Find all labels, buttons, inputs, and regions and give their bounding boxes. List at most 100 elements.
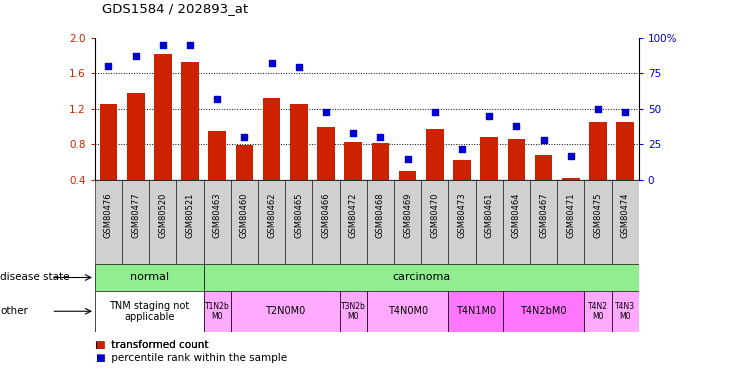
Bar [177, 180, 204, 264]
Bar [480, 137, 498, 180]
Bar [503, 180, 530, 264]
Text: GSM80460: GSM80460 [240, 193, 249, 238]
Text: T3N2b
M0: T3N2b M0 [341, 302, 366, 321]
Bar [476, 180, 503, 264]
Text: T4N3
M0: T4N3 M0 [615, 302, 635, 321]
Point [429, 109, 441, 115]
Point [510, 123, 522, 129]
Text: GSM80462: GSM80462 [267, 193, 276, 238]
Bar [367, 291, 448, 332]
Bar [507, 139, 525, 180]
Point [565, 153, 577, 159]
Point [374, 134, 386, 140]
Bar [150, 180, 177, 264]
Text: GSM80476: GSM80476 [104, 193, 113, 238]
Bar [100, 104, 118, 180]
Bar [122, 180, 149, 264]
Point [266, 60, 277, 66]
Text: T4N2bM0: T4N2bM0 [520, 306, 566, 316]
Bar [312, 180, 339, 264]
Text: percentile rank within the sample: percentile rank within the sample [108, 353, 287, 363]
Point [483, 113, 495, 119]
Text: GSM80467: GSM80467 [539, 193, 548, 238]
Bar [562, 178, 580, 180]
Text: ■: ■ [95, 340, 104, 350]
Text: GSM80475: GSM80475 [593, 193, 602, 238]
Point [184, 42, 196, 48]
Point [103, 63, 115, 69]
Text: GSM80464: GSM80464 [512, 193, 521, 238]
Bar [589, 122, 607, 180]
Text: normal: normal [130, 273, 169, 282]
Bar [612, 180, 639, 264]
Bar [399, 171, 416, 180]
Bar [231, 291, 339, 332]
Bar [453, 160, 471, 180]
Point [347, 130, 359, 136]
Bar [154, 54, 172, 180]
Text: GSM80521: GSM80521 [185, 193, 195, 238]
Text: GSM80463: GSM80463 [212, 193, 222, 238]
Bar [204, 291, 231, 332]
Bar [345, 142, 362, 180]
Bar [181, 62, 199, 180]
Bar [204, 180, 231, 264]
Text: TNM staging not
applicable: TNM staging not applicable [110, 301, 189, 322]
Text: GSM80477: GSM80477 [131, 193, 140, 238]
Bar [584, 180, 612, 264]
Text: T1N2b
M0: T1N2b M0 [205, 302, 230, 321]
Bar [421, 180, 448, 264]
Bar [231, 180, 258, 264]
Bar [394, 180, 421, 264]
Bar [448, 291, 503, 332]
Text: carcinoma: carcinoma [392, 273, 450, 282]
Bar [367, 180, 394, 264]
Text: GSM80520: GSM80520 [158, 193, 167, 238]
Text: T4N2
M0: T4N2 M0 [588, 302, 608, 321]
Bar [584, 291, 612, 332]
Bar [95, 291, 204, 332]
Bar [204, 264, 639, 291]
Text: other: other [0, 306, 28, 316]
Text: GSM80469: GSM80469 [403, 193, 412, 238]
Bar [290, 104, 307, 180]
Point [456, 146, 468, 152]
Bar [503, 291, 584, 332]
Bar [209, 131, 226, 180]
Text: GSM80465: GSM80465 [294, 193, 304, 238]
Bar [258, 180, 285, 264]
Point [212, 96, 223, 102]
Text: T4N0M0: T4N0M0 [388, 306, 428, 316]
Bar [426, 129, 444, 180]
Text: T2N0M0: T2N0M0 [265, 306, 305, 316]
Bar [339, 180, 367, 264]
Text: ■  transformed count: ■ transformed count [95, 340, 208, 350]
Point [538, 137, 550, 143]
Text: GSM80468: GSM80468 [376, 193, 385, 238]
Point [293, 64, 304, 70]
Text: GSM80471: GSM80471 [566, 193, 575, 238]
Point [619, 109, 631, 115]
Bar [339, 291, 367, 332]
Point [592, 106, 604, 112]
Text: T4N1M0: T4N1M0 [456, 306, 496, 316]
Bar [95, 264, 204, 291]
Text: GSM80473: GSM80473 [458, 193, 466, 238]
Bar [612, 291, 639, 332]
Text: GSM80474: GSM80474 [620, 193, 630, 238]
Bar [557, 180, 584, 264]
Bar [263, 98, 280, 180]
Text: transformed count: transformed count [108, 340, 209, 350]
Text: ■: ■ [95, 353, 104, 363]
Bar [95, 180, 122, 264]
Point [130, 53, 142, 59]
Text: GSM80461: GSM80461 [485, 193, 493, 238]
Text: disease state: disease state [0, 273, 69, 282]
Bar [285, 180, 312, 264]
Point [239, 134, 250, 140]
Text: GSM80466: GSM80466 [321, 193, 331, 238]
Bar [448, 180, 476, 264]
Point [157, 42, 169, 48]
Text: GSM80472: GSM80472 [349, 193, 358, 238]
Text: GSM80470: GSM80470 [430, 193, 439, 238]
